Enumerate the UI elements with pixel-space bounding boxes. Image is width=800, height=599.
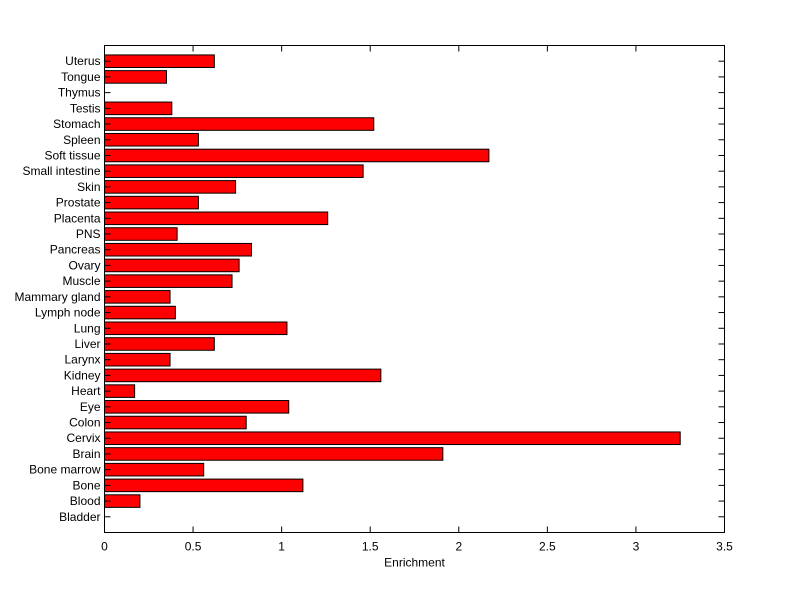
y-tick-label: Ovary — [68, 258, 100, 272]
y-tick-label: Small intestine — [22, 164, 100, 178]
y-tick-label: Eye — [80, 400, 101, 414]
y-tick-label: Soft tissue — [44, 148, 100, 162]
y-tick-label: Uterus — [65, 54, 100, 68]
bar — [104, 101, 173, 116]
y-tick-label: Mammary gland — [14, 290, 100, 304]
bar — [104, 352, 171, 367]
y-tick-label: Cervix — [66, 431, 100, 445]
bar — [104, 305, 176, 320]
y-tick-label: Skin — [77, 180, 100, 194]
bar — [104, 227, 178, 241]
bar — [104, 258, 240, 273]
bar — [104, 54, 215, 68]
bar — [104, 70, 167, 84]
bar — [104, 400, 290, 414]
y-tick-label: Spleen — [63, 133, 100, 147]
bar — [104, 180, 237, 194]
bar — [104, 462, 205, 477]
bar — [104, 321, 288, 336]
x-tick-label: 0.5 — [185, 540, 202, 554]
y-tick-label: Kidney — [64, 368, 101, 382]
bar — [104, 274, 233, 288]
y-tick-label: Liver — [74, 337, 100, 351]
y-tick-label: Blood — [70, 494, 101, 508]
y-tick-label: Pancreas — [50, 243, 101, 257]
y-tick-label: Placenta — [54, 211, 101, 225]
y-tick-label: Bone — [72, 478, 100, 492]
y-tick-label: Bladder — [59, 510, 100, 524]
bar — [104, 415, 247, 430]
x-tick-label: 1 — [278, 540, 285, 554]
y-tick-label: Testis — [70, 101, 101, 115]
bar — [104, 431, 681, 446]
bar — [104, 211, 329, 226]
bar — [104, 290, 171, 304]
x-tick-label: 0 — [101, 540, 108, 554]
y-tick-label: Tongue — [61, 70, 101, 84]
bar — [104, 368, 382, 383]
x-tick-label: 3.5 — [716, 540, 733, 554]
plot-area-frame — [104, 45, 725, 533]
x-tick-label: 2 — [455, 540, 462, 554]
bar — [104, 195, 199, 210]
bar — [104, 478, 304, 493]
y-tick-label: Lymph node — [35, 306, 101, 320]
bar — [104, 148, 490, 163]
bar — [104, 337, 215, 351]
y-tick-label: Bone marrow — [29, 463, 101, 477]
y-tick-label: Prostate — [56, 196, 101, 210]
y-tick-label: Brain — [72, 447, 100, 461]
bar — [104, 117, 375, 131]
y-tick-label: PNS — [76, 227, 101, 241]
bar — [104, 164, 364, 178]
y-tick-label: Muscle — [62, 274, 100, 288]
x-tick-label: 3 — [633, 540, 640, 554]
x-axis-label: Enrichment — [384, 556, 445, 570]
y-tick-label: Larynx — [64, 353, 100, 367]
bar — [104, 447, 444, 461]
bars-group — [104, 54, 681, 508]
y-tick-label: Colon — [69, 416, 100, 430]
x-tick-label: 2.5 — [539, 540, 556, 554]
y-tick-label: Thymus — [58, 86, 101, 100]
y-tick-label: Lung — [74, 321, 101, 335]
y-tick-label: Stomach — [53, 117, 100, 131]
bar — [104, 242, 253, 257]
y-tick-label: Heart — [71, 384, 101, 398]
bar — [104, 132, 199, 147]
x-tick-label: 1.5 — [362, 540, 379, 554]
